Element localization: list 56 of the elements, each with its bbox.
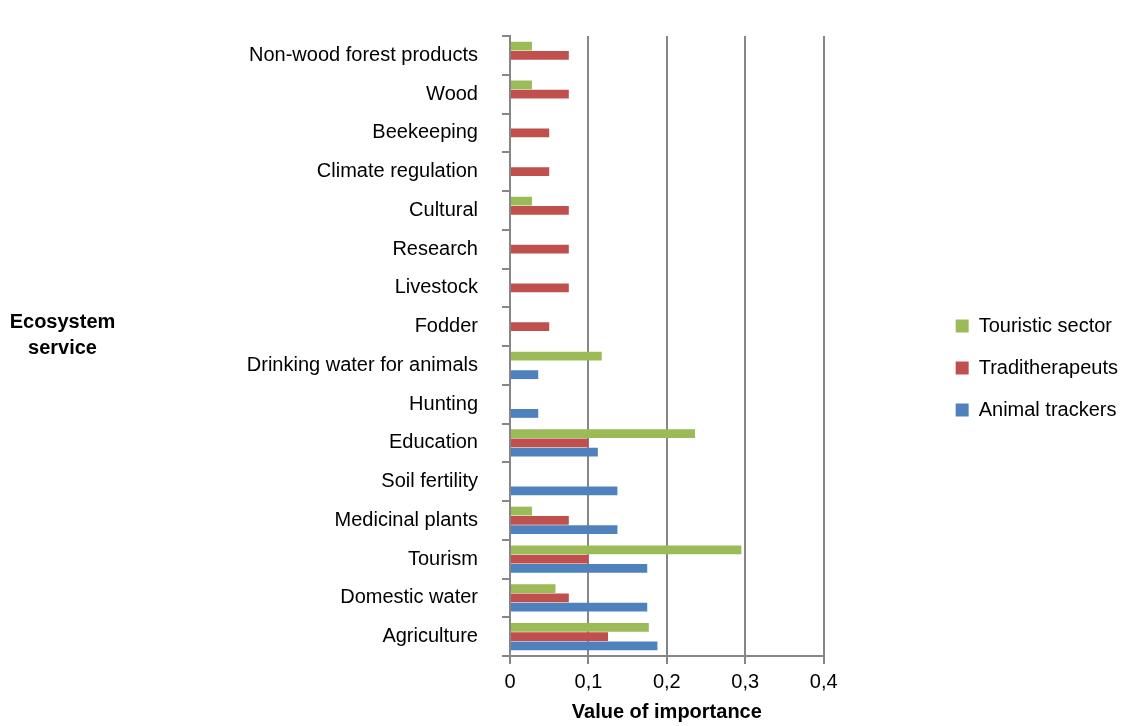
bar	[511, 50, 569, 60]
bar	[511, 486, 618, 496]
legend-label: Touristic sector	[978, 313, 1113, 336]
y-tick-label: Drinking water for animals	[246, 352, 478, 375]
bar	[511, 80, 532, 90]
y-tick-label: Hunting	[409, 391, 478, 414]
x-tick-label: 0,1	[574, 669, 603, 692]
bar	[511, 545, 742, 555]
x-tick-label: 0,2	[652, 669, 681, 692]
y-tick-label: Non-wood forest products	[248, 42, 478, 65]
x-axis-title: Value of importance	[571, 699, 762, 722]
bar	[511, 602, 648, 612]
y-tick-label: Livestock	[394, 275, 479, 298]
y-tick-label: Cultural	[409, 197, 478, 220]
bar	[511, 167, 550, 177]
bar	[511, 429, 696, 438]
bar	[511, 89, 569, 99]
y-tick-label: Wood	[426, 81, 478, 104]
bar	[511, 351, 602, 361]
bar	[511, 506, 532, 516]
y-tick-label: Tourism	[407, 546, 478, 569]
x-tick-label: 0,3	[731, 669, 760, 692]
bar	[511, 41, 532, 51]
y-tick-label: Fodder	[414, 314, 479, 337]
bar	[511, 283, 569, 293]
bar	[511, 409, 539, 418]
bar	[511, 641, 658, 651]
bar	[511, 447, 598, 457]
bar	[511, 564, 648, 573]
y-tick-label: Soil fertility	[381, 469, 478, 492]
bar	[511, 525, 618, 535]
bar	[511, 593, 569, 603]
bar	[511, 554, 589, 564]
legend-label: Traditherapeuts	[978, 355, 1119, 378]
bar	[511, 438, 589, 448]
bar	[511, 370, 539, 380]
x-tick-label: 0,4	[809, 669, 838, 692]
y-tick-label: Research	[392, 236, 478, 259]
bar	[511, 128, 550, 138]
bar	[511, 196, 532, 206]
bar	[511, 632, 609, 642]
bar	[511, 515, 569, 525]
y-tick-label: Climate regulation	[316, 159, 478, 182]
text: Ecosystem service	[8, 309, 117, 360]
y-tick-label: Beekeeping	[372, 120, 478, 143]
x-tick-label: 0	[504, 669, 516, 692]
y-tick-label: Agriculture	[382, 624, 478, 647]
bar	[511, 622, 649, 632]
bar	[511, 205, 569, 215]
bar	[511, 584, 556, 593]
legend-label: Animal trackers	[978, 397, 1117, 420]
bar	[511, 244, 569, 254]
y-tick-label: Education	[389, 430, 478, 453]
y-tick-label: Medicinal plants	[334, 507, 478, 530]
y-tick-label: Domestic water	[340, 585, 479, 608]
bar	[511, 322, 550, 332]
